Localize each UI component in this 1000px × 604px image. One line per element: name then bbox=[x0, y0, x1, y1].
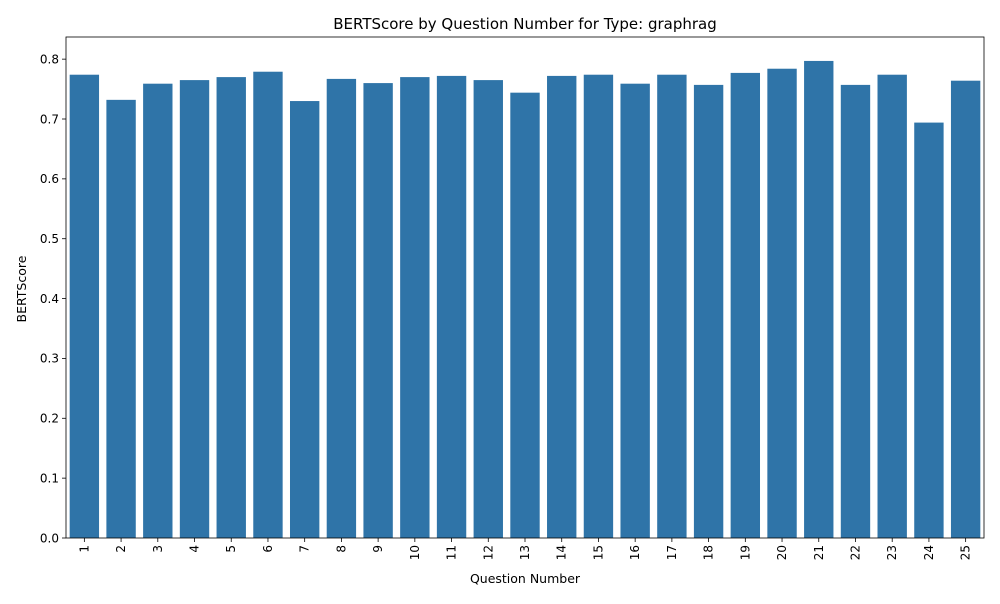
chart-title: BERTScore by Question Number for Type: g… bbox=[333, 15, 717, 33]
y-axis: 0.0 0.1 0.2 0.3 0.4 0.5 0.6 0.7 0.8 bbox=[40, 52, 66, 545]
y-tick-label: 0.7 bbox=[40, 112, 59, 126]
x-tick-label: 16 bbox=[628, 545, 642, 560]
x-tick-label: 19 bbox=[738, 545, 752, 560]
bar-question-7 bbox=[289, 101, 320, 539]
y-tick-label: 0.4 bbox=[40, 292, 59, 306]
x-tick-label: 7 bbox=[298, 545, 312, 553]
y-tick-label: 0.1 bbox=[40, 471, 59, 485]
bar-question-19 bbox=[730, 72, 761, 538]
plot-frame bbox=[65, 36, 985, 539]
x-tick-label: 24 bbox=[922, 545, 936, 560]
bar-question-21 bbox=[804, 60, 834, 538]
bar-question-24 bbox=[914, 122, 944, 538]
x-tick-label: 13 bbox=[518, 545, 532, 560]
bar-question-9 bbox=[363, 83, 393, 538]
bar-question-2 bbox=[106, 99, 136, 538]
x-tick-label: 8 bbox=[334, 545, 348, 553]
bar-question-18 bbox=[693, 84, 724, 538]
x-tick-label: 5 bbox=[224, 545, 238, 553]
x-tick-label: 22 bbox=[848, 545, 862, 560]
bar-question-12 bbox=[473, 80, 503, 538]
y-tick-label: 0.5 bbox=[40, 232, 59, 246]
x-tick-label: 9 bbox=[371, 545, 385, 553]
bar-question-25 bbox=[950, 80, 981, 538]
x-tick-label: 20 bbox=[775, 545, 789, 560]
x-tick-label: 4 bbox=[188, 545, 202, 553]
x-axis: 1 2 3 4 5 6 7 8 9 10 11 12 13 14 15 16 17 18 19 20 21 22 23 24 2… bbox=[77, 538, 973, 560]
x-tick-label: 17 bbox=[665, 545, 679, 560]
bar-question-6 bbox=[253, 71, 283, 538]
bar-question-11 bbox=[436, 75, 467, 538]
bar-question-10 bbox=[400, 77, 430, 538]
x-tick-label: 14 bbox=[555, 545, 569, 560]
bar-question-16 bbox=[620, 83, 650, 538]
x-tick-label: 12 bbox=[481, 545, 495, 560]
x-tick-label: 6 bbox=[261, 545, 275, 553]
y-axis-label: BERTScore bbox=[14, 255, 29, 322]
x-tick-label: 10 bbox=[408, 545, 422, 560]
y-tick-label: 0.6 bbox=[40, 172, 59, 186]
bar-question-1 bbox=[69, 74, 100, 539]
x-tick-label: 23 bbox=[885, 545, 899, 560]
bar-question-15 bbox=[583, 74, 614, 539]
bar-question-20 bbox=[767, 68, 797, 538]
bar-question-17 bbox=[657, 74, 687, 539]
x-tick-label: 2 bbox=[114, 545, 128, 553]
bars-layer bbox=[69, 60, 981, 539]
x-tick-label: 21 bbox=[812, 545, 826, 560]
bar-question-4 bbox=[179, 80, 210, 538]
x-tick-label: 18 bbox=[702, 545, 716, 560]
x-tick-label: 11 bbox=[445, 545, 459, 560]
bar-question-13 bbox=[510, 92, 540, 539]
x-tick-label: 25 bbox=[959, 545, 973, 560]
x-tick-label: 15 bbox=[591, 545, 605, 560]
x-tick-label: 1 bbox=[77, 545, 91, 553]
x-tick-label: 3 bbox=[151, 545, 165, 553]
y-tick-label: 0.0 bbox=[40, 531, 59, 545]
bar-question-3 bbox=[143, 83, 173, 538]
bar-question-5 bbox=[216, 77, 246, 538]
bar-question-23 bbox=[877, 74, 907, 539]
y-tick-label: 0.8 bbox=[40, 52, 59, 66]
y-tick-label: 0.2 bbox=[40, 412, 59, 426]
x-axis-label: Question Number bbox=[470, 571, 581, 586]
bar-question-8 bbox=[326, 78, 357, 539]
bar-question-22 bbox=[840, 84, 871, 538]
bar-question-14 bbox=[547, 75, 577, 538]
y-tick-label: 0.3 bbox=[40, 352, 59, 366]
